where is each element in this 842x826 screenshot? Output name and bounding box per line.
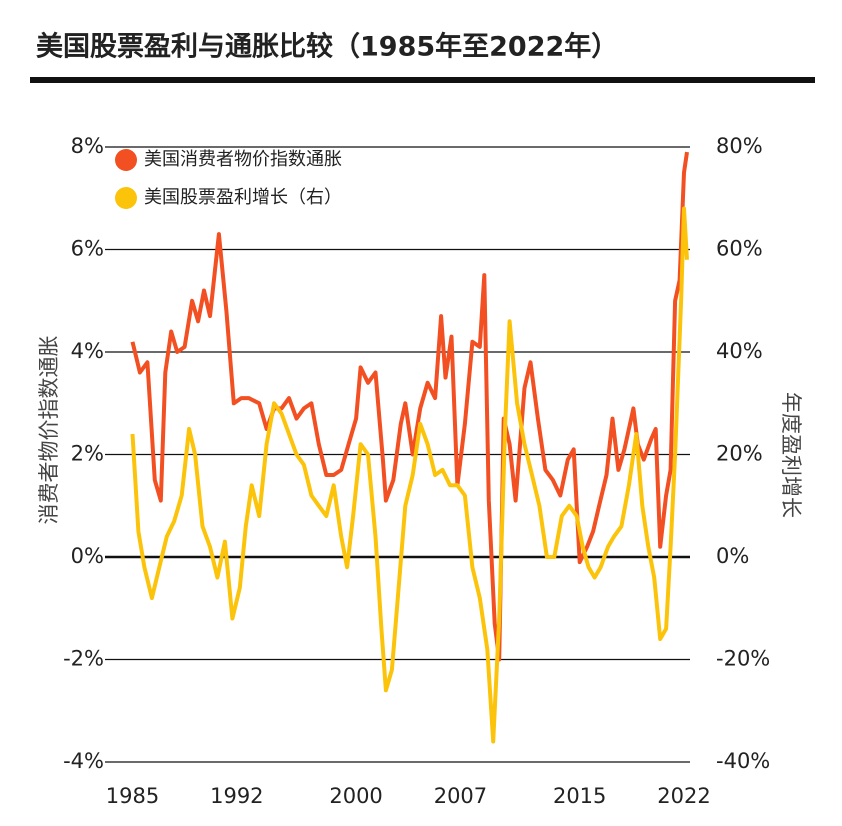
y-tick-label: 2% [71,442,104,466]
y-tick-label: 8% [71,134,104,158]
legend-swatch [115,187,137,209]
y2-tick-label: 40% [716,339,763,363]
y2-tick-label: 0% [716,544,749,568]
y2-axis-title: 年度盈利增长 [779,392,803,518]
y2-tick-label: 20% [716,442,763,466]
series-line [130,206,689,744]
title-rule [30,77,815,83]
x-tick-label: 2000 [329,784,382,808]
x-tick-label: 2007 [434,784,487,808]
x-tick-label: 1992 [210,784,263,808]
y2-tick-label: -20% [716,647,770,671]
series-line [130,151,689,662]
x-tick-label: 2015 [553,784,606,808]
legend-label: 美国消费者物价指数通胀 [144,149,342,170]
x-tick-label: 1985 [106,784,159,808]
y-tick-label: 6% [71,237,104,261]
legend-swatch [115,149,137,171]
y-tick-label: -4% [63,749,104,773]
chart-title: 美国股票盈利与通胀比较（1985年至2022年） [36,31,618,63]
y-tick-label: 4% [71,339,104,363]
y2-tick-label: 60% [716,237,763,261]
y2-tick-label: -40% [716,749,770,773]
y2-tick-label: 80% [716,134,763,158]
y-axis-title: 消费者物价指数通胀 [37,336,61,525]
y-tick-label: -2% [63,647,104,671]
legend-label: 美国股票盈利增长（右） [144,187,342,208]
y-tick-label: 0% [71,544,104,568]
x-tick-label: 2022 [657,784,710,808]
